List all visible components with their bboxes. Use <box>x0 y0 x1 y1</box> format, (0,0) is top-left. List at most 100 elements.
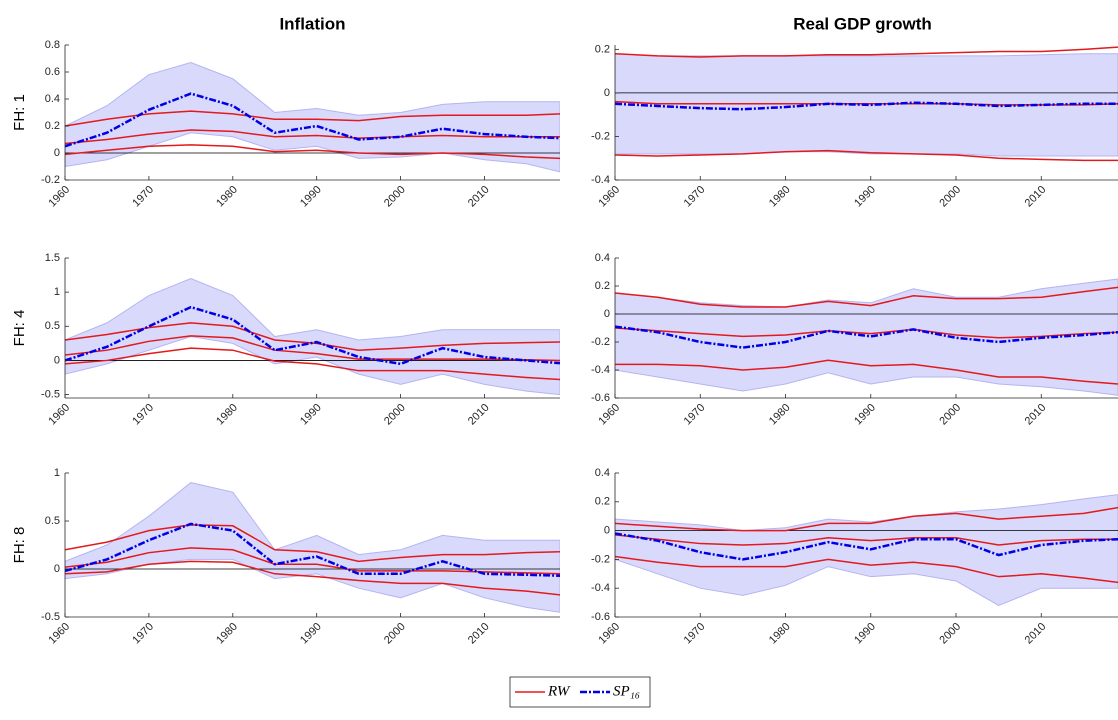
x-tick-label: 1990 <box>298 621 324 647</box>
rw-lower-line <box>615 359 1118 385</box>
y-tick-label: 0.8 <box>45 39 60 51</box>
x-tick-label: 1980 <box>214 402 240 428</box>
y-axis-label: FH: 8 <box>11 527 28 564</box>
y-tick-label: 0 <box>54 563 60 575</box>
x-tick-label: 1990 <box>298 184 324 210</box>
x-tick-label: 1960 <box>46 621 72 647</box>
x-tick-label: 1970 <box>682 184 708 210</box>
y-tick-label: 0 <box>604 308 610 320</box>
y-tick-label: -0.2 <box>41 174 60 186</box>
x-tick-label: 1980 <box>767 184 793 210</box>
rw-median-line <box>65 129 560 145</box>
x-tick-label: 1970 <box>130 402 156 428</box>
x-tick-label: 1960 <box>596 402 622 428</box>
x-tick-label: 1990 <box>852 621 878 647</box>
rw-median-line <box>615 534 1118 546</box>
x-tick-label: 2000 <box>382 402 408 428</box>
x-tick-label: 1980 <box>214 184 240 210</box>
panel: Inflation FH: 1 -0.2 0 0.2 0.4 0.6 0.8 1960 1970 1… <box>11 14 560 209</box>
panel-title: Inflation <box>279 14 345 33</box>
x-tick-label: 2010 <box>466 402 492 428</box>
x-tick-label: 2010 <box>1023 621 1049 647</box>
x-tick-label: 2000 <box>937 184 963 210</box>
x-tick-label: 2000 <box>937 621 963 647</box>
x-tick-label: 1970 <box>130 184 156 210</box>
rw-upper-line <box>615 286 1118 308</box>
rw-upper-line <box>65 524 560 563</box>
sp-median-line <box>615 532 1118 561</box>
x-tick-label: 1980 <box>214 621 240 647</box>
x-tick-label: 1980 <box>767 402 793 428</box>
sp-band <box>615 494 1118 607</box>
x-tick-label: 1990 <box>852 184 878 210</box>
x-tick-label: 1970 <box>682 621 708 647</box>
sp-median-line <box>65 305 560 366</box>
rw-upper-line <box>615 506 1118 532</box>
x-tick-label: 1960 <box>596 184 622 210</box>
x-tick-label: 1970 <box>682 402 708 428</box>
sp-band <box>65 62 560 173</box>
panel: -0.6 -0.4 -0.2 0 0.2 0.4 1960 1970 1980 1990 2000 2… <box>591 252 1118 428</box>
rw-median-line <box>615 327 1118 339</box>
x-tick-label: 2000 <box>382 621 408 647</box>
y-axis-label: FH: 4 <box>11 310 28 347</box>
y-tick-label: 0 <box>604 87 610 99</box>
y-tick-label: -0.2 <box>591 130 610 142</box>
y-tick-label: 0.2 <box>595 43 610 55</box>
y-tick-label: -0.4 <box>591 582 610 594</box>
x-tick-label: 1960 <box>46 402 72 428</box>
x-tick-label: 1960 <box>596 621 622 647</box>
y-tick-label: 0 <box>54 147 60 159</box>
y-tick-label: 0.5 <box>45 515 60 527</box>
x-tick-label: 1960 <box>46 184 72 210</box>
panel: -0.6 -0.4 -0.2 0 0.2 0.4 1960 1970 1980 1990 2000 2… <box>591 467 1118 647</box>
x-tick-label: 2010 <box>1023 184 1049 210</box>
y-tick-label: 0.5 <box>45 320 60 332</box>
x-tick-label: 2010 <box>466 184 492 210</box>
y-tick-label: -0.6 <box>591 392 610 404</box>
sp-band <box>65 482 560 613</box>
sp-band <box>65 277 560 396</box>
y-tick-label: 0.2 <box>595 280 610 292</box>
rw-median-line <box>65 547 560 575</box>
sp-median-line <box>65 522 560 577</box>
y-tick-label: -0.6 <box>591 611 610 623</box>
rw-upper-line <box>65 322 560 351</box>
y-axis-label: FH: 1 <box>11 94 28 131</box>
legend-label: SP₁₆ <box>613 683 640 699</box>
y-tick-label: 1.5 <box>45 252 60 264</box>
y-tick-label: -0.4 <box>591 174 610 186</box>
y-tick-label: -0.5 <box>41 388 60 400</box>
rw-lower-line <box>65 144 560 160</box>
y-tick-label: 0.2 <box>595 496 610 508</box>
panel: Real GDP growth -0.4 -0.2 0 0.2 1960 1970 1980 1… <box>591 14 1118 209</box>
y-tick-label: 0.4 <box>595 467 610 479</box>
rw-lower-line <box>65 347 560 381</box>
x-tick-label: 1980 <box>767 621 793 647</box>
rw-lower-line <box>615 555 1118 584</box>
sp-median-line <box>65 92 560 148</box>
x-tick-label: 1990 <box>852 402 878 428</box>
panel: FH: 8 -0.5 0 0.5 1 1960 1970 1980 1990 2000 2010 <box>11 467 560 647</box>
x-tick-label: 2000 <box>382 184 408 210</box>
y-tick-label: -0.2 <box>591 336 610 348</box>
y-tick-label: -0.5 <box>41 611 60 623</box>
x-tick-label: 1990 <box>298 402 324 428</box>
sp-median-line <box>615 325 1118 349</box>
x-tick-label: 2010 <box>1023 402 1049 428</box>
y-tick-label: 0.4 <box>45 93 60 105</box>
y-tick-label: -0.4 <box>591 364 610 376</box>
y-tick-label: 0.6 <box>45 66 60 78</box>
rw-median-line <box>65 335 560 362</box>
rw-upper-line <box>615 46 1118 58</box>
rw-upper-line <box>65 110 560 127</box>
rw-lower-line <box>615 149 1118 162</box>
x-tick-label: 2000 <box>937 402 963 428</box>
y-tick-label: 1 <box>54 286 60 298</box>
y-tick-label: -0.2 <box>591 553 610 565</box>
rw-lower-line <box>65 560 560 596</box>
legend: RW SP₁₆ <box>509 676 651 708</box>
x-tick-label: 2010 <box>466 621 492 647</box>
panel-title: Real GDP growth <box>793 14 932 33</box>
